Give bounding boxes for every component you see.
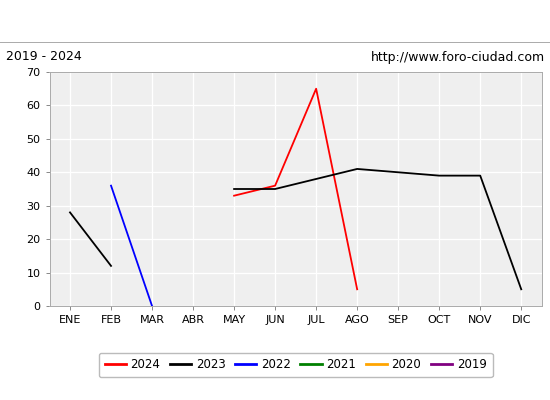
Text: http://www.foro-ciudad.com: http://www.foro-ciudad.com — [370, 50, 544, 64]
Text: Evolucion Nº Turistas Extranjeros en el municipio de Nueva Villa de las Torres: Evolucion Nº Turistas Extranjeros en el … — [0, 14, 550, 28]
Text: 2019 - 2024: 2019 - 2024 — [6, 50, 81, 64]
Legend: 2024, 2023, 2022, 2021, 2020, 2019: 2024, 2023, 2022, 2021, 2020, 2019 — [98, 352, 493, 377]
